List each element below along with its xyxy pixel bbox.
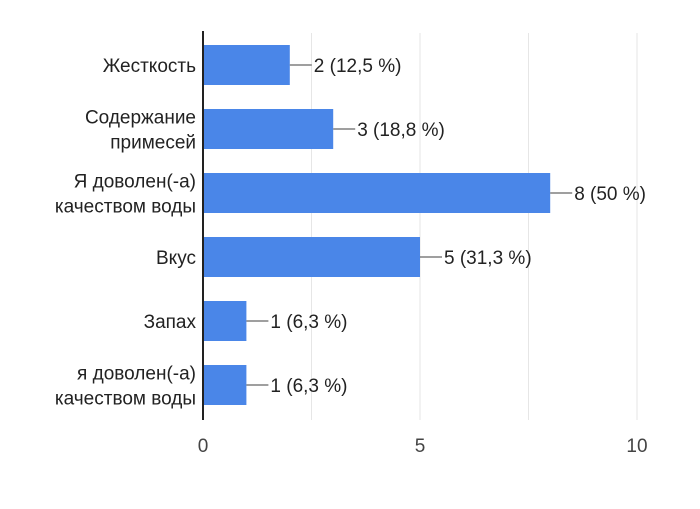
category-label: я доволен(-а) качеством воды (55, 364, 196, 410)
data-label: 5 (31,3 %) (444, 248, 532, 269)
x-axis-ticks: 0 5 10 (198, 436, 648, 457)
data-label: 3 (18,8 %) (357, 120, 445, 141)
x-tick-label: 10 (626, 436, 647, 457)
category-label-line: Жесткость (103, 56, 196, 77)
category-label-line: примесей (110, 133, 196, 154)
data-label: 8 (50 %) (574, 184, 646, 205)
bar (203, 237, 420, 277)
category-label-line: Я доволен(-а) (74, 172, 196, 193)
category-label-line: Содержание (85, 108, 196, 129)
x-tick-label: 0 (198, 436, 209, 457)
category-label: Вкус (156, 248, 196, 269)
bar (203, 365, 247, 405)
bar (203, 109, 334, 149)
category-label-line: качеством воды (55, 197, 196, 218)
category-label: Содержание примесей (85, 108, 196, 154)
category-label-line: Запах (144, 312, 197, 333)
data-label: 2 (12,5 %) (314, 56, 402, 77)
category-label: Запах (144, 312, 197, 333)
category-label: Жесткость (103, 56, 196, 77)
data-label: 1 (6,3 %) (270, 312, 347, 333)
data-labels: 2 (12,5 %) 3 (18,8 %) 8 (50 %) 5 (31,3 %) 1 … (246, 56, 646, 397)
category-labels: Жесткость Содержание примесей Я доволен(-а)… (55, 56, 197, 410)
bar (203, 45, 290, 85)
bar (203, 173, 551, 213)
category-label-line: я доволен(-а) (77, 364, 196, 385)
gridlines (311, 33, 638, 420)
data-label: 1 (6,3 %) (270, 376, 347, 397)
bar (203, 301, 247, 341)
category-label-line: качеством воды (55, 389, 196, 410)
x-tick-label: 5 (415, 436, 426, 457)
category-label: Я доволен(-а) качеством воды (55, 172, 196, 218)
category-label-line: Вкус (156, 248, 196, 269)
bars (203, 45, 551, 405)
